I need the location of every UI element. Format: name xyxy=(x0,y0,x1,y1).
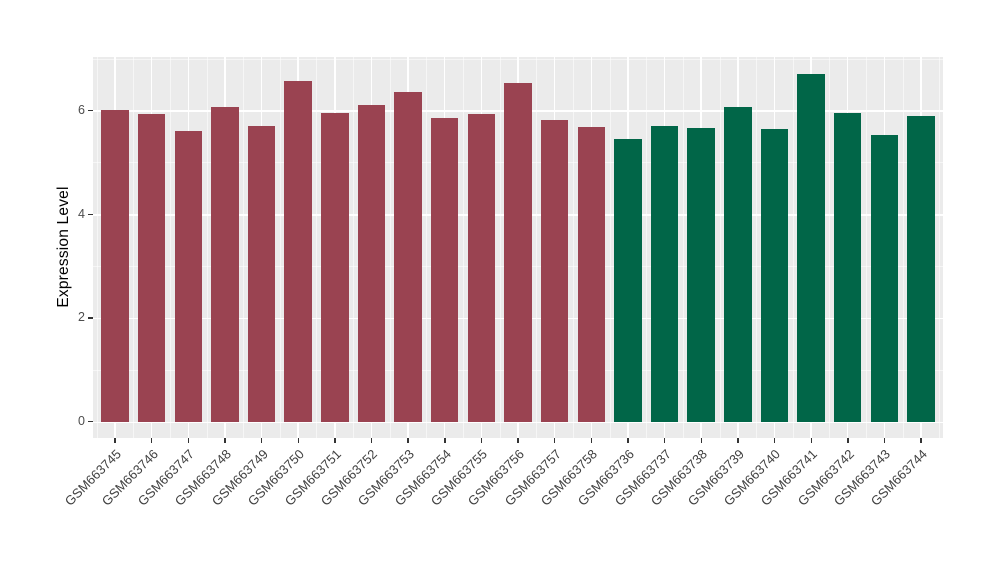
x-tick-mark xyxy=(224,438,226,443)
bar-GSM663746 xyxy=(137,114,166,422)
bar-GSM663741 xyxy=(797,74,825,422)
gridline-minor-v xyxy=(792,57,794,438)
gridline-minor-v xyxy=(499,57,501,438)
gridline-minor-v xyxy=(536,57,538,438)
x-tick-mark xyxy=(114,438,116,443)
bar-GSM663738 xyxy=(687,127,715,422)
bar-GSM663747 xyxy=(174,130,202,422)
x-tick-mark xyxy=(773,438,776,443)
x-tick-mark xyxy=(737,438,739,443)
x-tick-mark xyxy=(847,438,849,443)
bar-GSM663751 xyxy=(321,112,349,422)
bar-GSM663752 xyxy=(357,104,386,422)
x-tick-mark xyxy=(334,438,336,443)
gridline-minor-v xyxy=(866,57,868,438)
gridline-minor-v xyxy=(316,57,318,438)
bar-GSM663736 xyxy=(614,138,642,422)
gridline-minor-v xyxy=(389,57,391,438)
bar-GSM663744 xyxy=(907,115,935,422)
bar-GSM663748 xyxy=(211,106,239,422)
gridline-minor-v xyxy=(243,57,245,438)
x-tick-mark xyxy=(444,438,446,443)
x-tick-mark xyxy=(151,438,153,443)
gridline-minor-v xyxy=(96,57,98,438)
x-tick-mark xyxy=(260,438,263,443)
gridline-minor-v xyxy=(572,57,574,438)
gridline-minor-v xyxy=(646,57,648,438)
x-tick-mark xyxy=(554,438,556,443)
gridline-minor-v xyxy=(426,57,428,438)
plot-panel xyxy=(93,57,943,438)
y-tick-mark xyxy=(88,421,93,423)
y-tick-label: 2 xyxy=(78,310,85,325)
x-tick-mark xyxy=(297,438,299,443)
bar-GSM663756 xyxy=(504,83,532,422)
gridline-minor-v xyxy=(133,57,135,438)
bar-GSM663758 xyxy=(577,127,605,422)
gridline-minor-v xyxy=(682,57,684,438)
x-tick-mark xyxy=(810,438,812,443)
bar-GSM663753 xyxy=(394,91,422,422)
y-tick-mark xyxy=(88,213,93,216)
bar-GSM663757 xyxy=(540,119,569,422)
bar-GSM663749 xyxy=(247,126,276,422)
bar-GSM663740 xyxy=(760,129,789,422)
y-tick-label: 0 xyxy=(78,414,85,428)
bar-GSM663754 xyxy=(430,117,459,422)
bar-GSM663737 xyxy=(650,126,679,422)
x-tick-mark xyxy=(883,438,886,443)
gridline-minor-v xyxy=(902,57,904,438)
bar-GSM663743 xyxy=(870,135,899,422)
x-tick-mark xyxy=(700,438,702,443)
bar-GSM663755 xyxy=(467,114,496,422)
y-tick-label: 6 xyxy=(78,102,85,117)
gridline-minor-v xyxy=(169,57,171,438)
y-tick-mark xyxy=(88,109,93,112)
bar-GSM663742 xyxy=(834,112,862,422)
gridline-minor-v xyxy=(353,57,355,438)
gridline-minor-v xyxy=(939,57,941,438)
x-tick-mark xyxy=(590,438,593,443)
y-axis-title: Expression Level xyxy=(55,186,72,308)
x-tick-mark xyxy=(517,438,519,443)
gridline-minor-v xyxy=(206,57,208,438)
y-tick-mark xyxy=(88,317,93,319)
x-tick-mark xyxy=(663,438,666,443)
bar-GSM663750 xyxy=(284,80,312,422)
x-tick-mark xyxy=(920,438,922,443)
x-tick-mark xyxy=(187,438,190,443)
x-tick-mark xyxy=(480,438,483,443)
gridline-minor-v xyxy=(829,57,831,438)
x-tick-mark xyxy=(627,438,629,443)
x-tick-mark xyxy=(370,438,373,443)
gridline-minor-v xyxy=(719,57,721,438)
x-tick-mark xyxy=(407,438,409,443)
bar-GSM663739 xyxy=(724,106,752,422)
gridline-minor-v xyxy=(609,57,611,438)
gridline-minor-v xyxy=(756,57,758,438)
gridline-minor-v xyxy=(279,57,281,438)
gridline-minor-v xyxy=(463,57,465,438)
bar-GSM663745 xyxy=(101,110,129,422)
y-tick-label: 4 xyxy=(78,206,85,221)
